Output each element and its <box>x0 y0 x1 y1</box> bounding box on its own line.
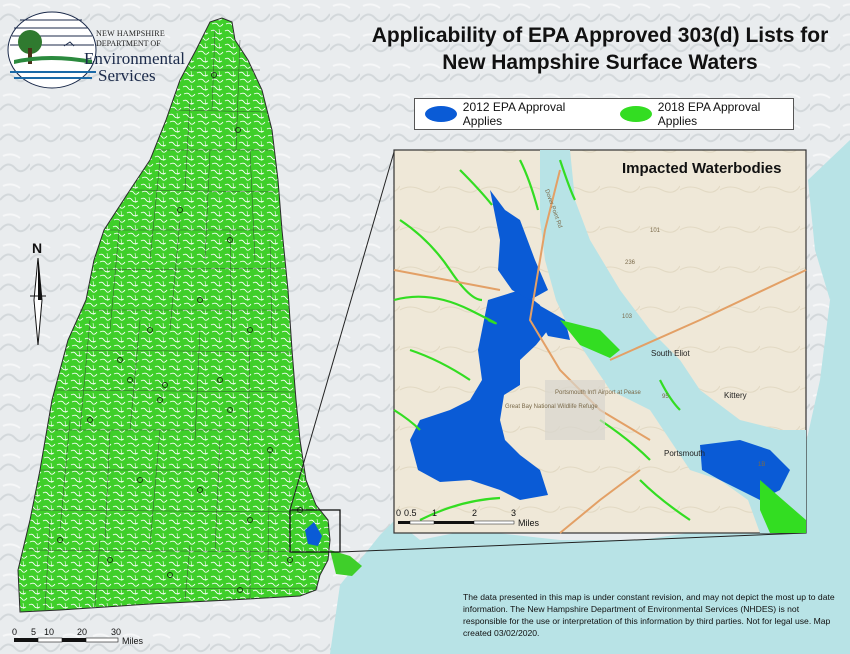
tree-sun-logo <box>7 11 97 89</box>
locator-box <box>289 509 341 553</box>
ocean-upper <box>808 140 850 300</box>
svg-text:Great Bay National Wildlife Re: Great Bay National Wildlife Refuge <box>505 404 598 410</box>
svg-text:95: 95 <box>662 394 669 400</box>
svg-text:1B: 1B <box>758 462 765 468</box>
inset-scale-tick-0: 0 <box>396 508 402 518</box>
legend-swatch-2012 <box>425 106 457 122</box>
logo-text-line2: DEPARTMENT OF <box>96 39 161 48</box>
inset-scale-tick-2: 2 <box>472 508 478 518</box>
town-boundaries <box>19 29 327 611</box>
north-arrow-icon <box>30 257 46 346</box>
coastal-green-right <box>760 480 806 533</box>
svg-text:236: 236 <box>625 260 636 266</box>
svg-text:101: 101 <box>650 228 661 234</box>
main-scale-tick-20: 20 <box>77 627 88 637</box>
inset-streams <box>393 159 691 521</box>
little-bay <box>490 190 548 300</box>
disclaimer-text: The data presented in this map is under … <box>463 592 835 638</box>
great-bay <box>410 290 548 500</box>
ocean <box>330 250 850 654</box>
portsmouth-harbor <box>700 440 790 500</box>
seacoast-green-area <box>330 550 362 576</box>
map-title-line2: New Hampshire Surface Waters <box>442 51 758 74</box>
north-label: N <box>32 240 43 256</box>
inset-scale-tick-05: 0.5 <box>404 508 417 518</box>
inset-scale-tick-1: 1 <box>432 508 438 518</box>
inset-map: Dover Point Rd 101 236 103 95 1B South E… <box>393 149 807 534</box>
svg-text:South Eliot: South Eliot <box>651 349 690 358</box>
svg-text:Kittery: Kittery <box>724 391 747 400</box>
inset-scale-tick-3: 3 <box>511 508 517 518</box>
legend-label-2012: 2012 EPA Approval Applies <box>462 100 566 128</box>
legend: 2012 EPA Approval Applies 2018 EPA Appro… <box>414 98 794 130</box>
svg-text:Portsmouth: Portsmouth <box>664 449 705 458</box>
main-scalebar-graphic <box>14 637 119 643</box>
main-scale-unit: Miles <box>122 636 144 646</box>
inset-scale-unit: Miles <box>518 518 540 528</box>
piscataqua-river <box>540 150 806 533</box>
main-scale-tick-30: 30 <box>111 627 122 637</box>
great-bay-small <box>305 522 322 546</box>
main-scale-tick-10: 10 <box>44 627 55 637</box>
new-hampshire-state <box>17 17 331 613</box>
logo-text-line1: NEW HAMPSHIRE <box>96 29 165 38</box>
logo-text-line3: Environmental <box>84 49 186 68</box>
legend-label-2018: 2018 EPA Approval Applies <box>657 100 761 128</box>
map-title-line1: Applicability of EPA Approved 303(d) Lis… <box>371 24 829 47</box>
lake-markers <box>57 72 303 593</box>
logo-text-line4: Services <box>98 66 156 85</box>
legend-swatch-2018 <box>620 106 652 122</box>
inset-title: Impacted Waterbodies <box>622 160 782 177</box>
svg-text:Portsmouth Int'l Airport at Pe: Portsmouth Int'l Airport at Pease <box>555 390 642 396</box>
map-title: Applicability of EPA Approved 303(d) Lis… <box>330 22 850 76</box>
airport-area <box>545 380 605 440</box>
main-scale-tick-5: 5 <box>31 627 37 637</box>
back-channel <box>530 300 570 340</box>
inset-scalebar-graphic <box>398 520 515 525</box>
main-scale-tick-0: 0 <box>12 627 18 637</box>
river-edge-green <box>560 320 620 358</box>
svg-text:103: 103 <box>622 314 633 320</box>
